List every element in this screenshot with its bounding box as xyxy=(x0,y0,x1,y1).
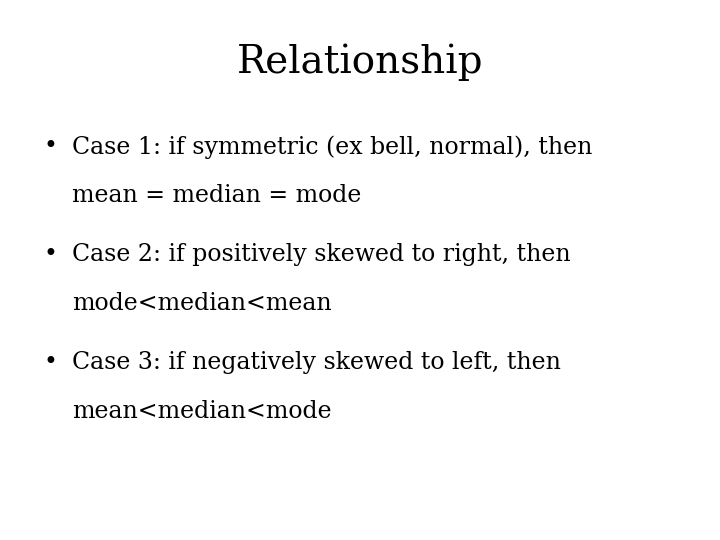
Text: Case 2: if positively skewed to right, then: Case 2: if positively skewed to right, t… xyxy=(72,243,571,266)
Text: Case 1: if symmetric (ex bell, normal), then: Case 1: if symmetric (ex bell, normal), … xyxy=(72,135,593,159)
Text: Relationship: Relationship xyxy=(237,43,483,80)
Text: •: • xyxy=(43,243,58,266)
Text: •: • xyxy=(43,135,58,158)
Text: •: • xyxy=(43,351,58,374)
Text: mean = median = mode: mean = median = mode xyxy=(72,184,361,207)
Text: mode<median<mean: mode<median<mean xyxy=(72,292,332,315)
Text: Case 3: if negatively skewed to left, then: Case 3: if negatively skewed to left, th… xyxy=(72,351,561,374)
Text: mean<median<mode: mean<median<mode xyxy=(72,400,332,423)
